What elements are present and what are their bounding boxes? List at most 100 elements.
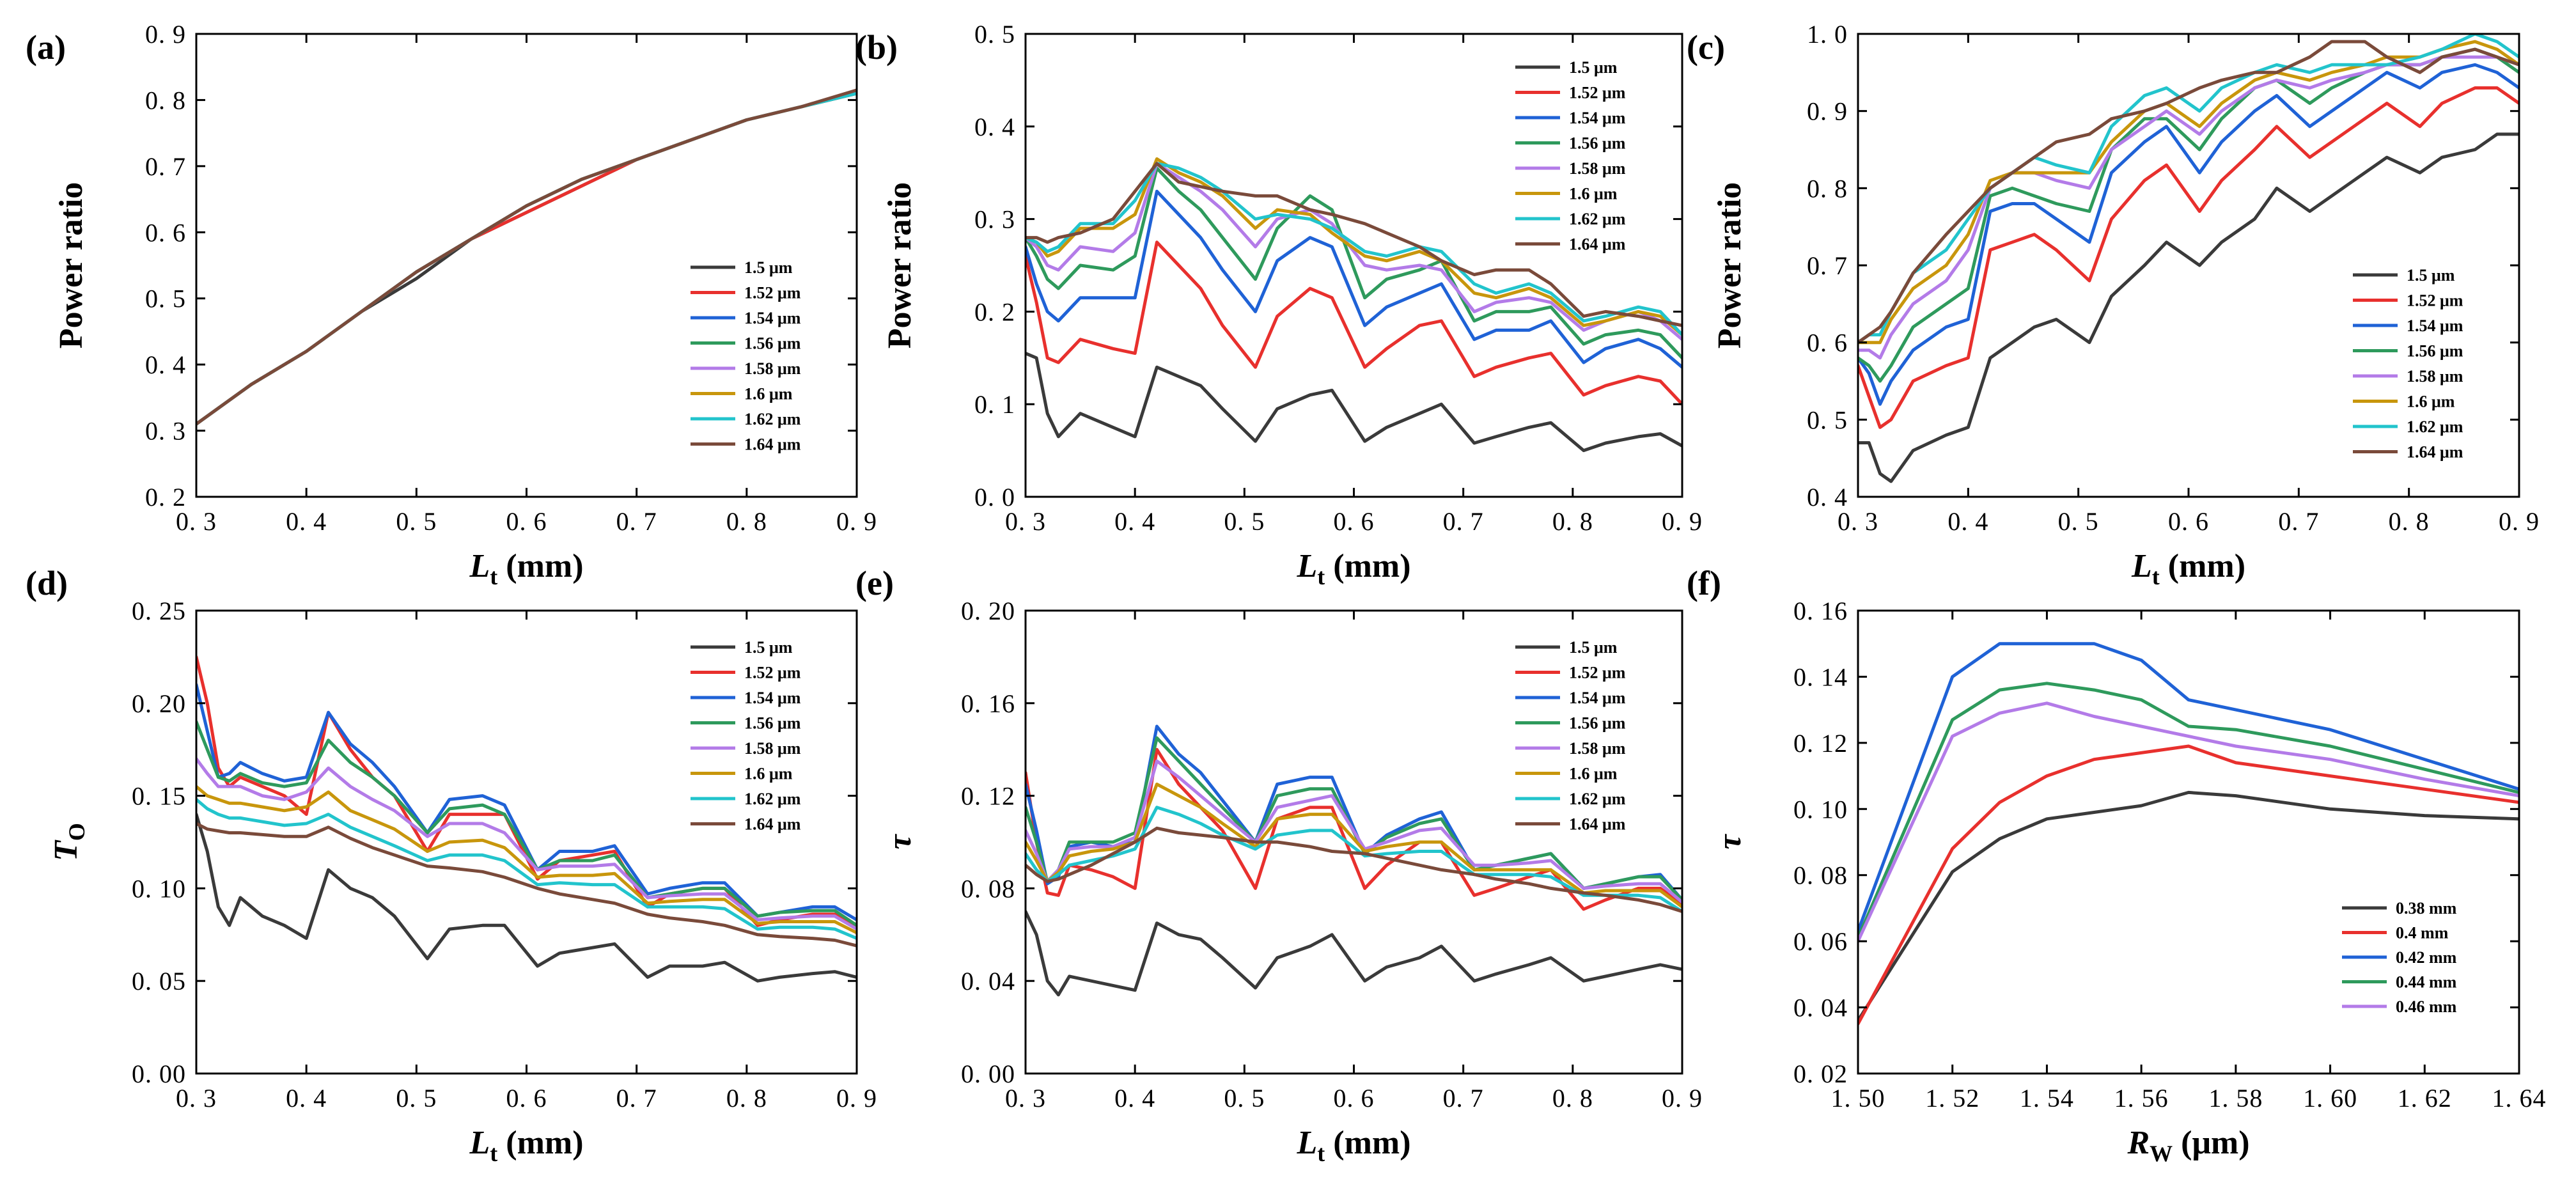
y-tick-label: 0. 0 [974,483,1015,512]
y-tick-label: 0. 02 [1793,1059,1848,1088]
x-axis-label-main: R [2127,1125,2150,1161]
series-line [1858,744,2519,1026]
series-line [1026,240,1682,406]
legend-label: 1.5 μm [2407,266,2455,285]
legend-label: 1.58 μm [1569,159,1626,178]
x-tick-label: 0. 4 [286,507,327,536]
legend-label: 1.52 μm [2407,292,2463,310]
legend: 1.5 μm 1.52 μm 1.54 μm 1.56 μm 1.58 μm 1.6 μm… [691,258,801,454]
series-group [196,88,857,426]
legend: 1.5 μm 1.52 μm 1.54 μm 1.56 μm 1.58 μm 1.6 μm… [1515,638,1626,834]
y-tick-label: 0. 4 [1807,483,1848,512]
y-tick-label: 0. 00 [961,1059,1015,1088]
x-tick-label: 0. 4 [1948,507,1988,536]
y-tick-label: 0. 20 [961,597,1015,625]
panel-c: (c)0. 3 0. 4 0. 5 0. 6 0. 7 0. 8 0. 90. 40. 50… [1687,20,2540,590]
y-axis-label-main: Power ratio [53,182,90,348]
x-tick-label: 0. 5 [1224,507,1265,536]
x-tick-label: 0. 9 [2499,507,2540,536]
panel-f: (f) 1. 50 1. 52 1. 54 1. 56 1. 58 1. 60 1. 62 1.… [1687,564,2547,1166]
y-axis-label-main: Power ratio [1712,182,1748,348]
legend-label: 1.64 μm [744,815,801,834]
x-tick-label: 1. 56 [2114,1084,2169,1113]
x-tick-label: 0. 6 [506,1084,547,1113]
series-group [1858,642,2519,1026]
x-axis-label-subscript: W [2150,1141,2173,1166]
y-axis-label: Power ratio [53,182,90,348]
x-axis-label: Lt (mm) [1296,1125,1410,1166]
legend-label: 0.38 mm [2396,899,2457,918]
legend-label: 1.52 μm [1569,84,1626,102]
series-line [1858,86,2519,429]
x-tick-label: 0. 7 [616,507,657,536]
legend-label: 1.6 μm [1569,765,1618,783]
legend-label: 1.54 μm [744,689,801,707]
y-axis-label: Power ratio [1712,182,1748,348]
legend-label: 1.56 μm [1569,134,1626,153]
panel-label: (e) [855,564,894,602]
y-tick-label: 0. 4 [145,350,186,379]
legend-label: 1.58 μm [744,359,801,378]
x-axis-label-unit: (mm) [497,1125,583,1161]
x-tick-label: 0. 6 [1334,507,1375,536]
y-tick-label: 0. 15 [132,782,186,811]
x-tick-label: 0. 8 [1552,507,1593,536]
x-tick-label: 0. 3 [176,1084,217,1113]
series-line [1858,63,2519,406]
x-tick-label: 0. 7 [2278,507,2319,536]
x-axis-label-unit: (mm) [1325,548,1410,584]
series-line [1026,826,1682,914]
legend-label: 1.56 μm [744,714,801,733]
legend-label: 1.58 μm [2407,367,2463,386]
series-line [196,88,857,426]
x-tick-label: 0. 8 [726,1084,767,1113]
y-tick-label: 0. 9 [1807,97,1848,126]
series-group [1026,724,1682,997]
plot-frame [1857,609,2520,1075]
series-line [1858,701,2519,943]
y-tick-label: 0. 25 [132,597,186,625]
x-tick-label: 1. 52 [1925,1084,1979,1113]
y-tick-label: 1. 0 [1807,20,1848,49]
panel-label: (a) [26,28,66,66]
x-axis-label-main: L [469,1125,490,1161]
x-tick-label: 0. 5 [2058,507,2099,536]
x-axis-label-subscript: t [1317,564,1325,590]
panel-b: (b) 0. 3 0. 4 0. 5 0. 6 0. 7 0. 8 0. 9 0. 0 0. 1 0… [855,20,1703,590]
y-tick-label: 0. 06 [1793,927,1848,956]
x-tick-label: 0. 4 [1114,1084,1155,1113]
x-axis-label-main: L [2131,548,2152,584]
y-tick-label: 0. 00 [132,1059,186,1088]
y-tick-label: 0. 7 [1807,251,1848,280]
legend-label: 1.64 μm [1569,235,1626,254]
panel-a: (a)0. 3 0. 4 0. 5 0. 6 0. 7 0. 8 0. 90. 20. 30… [26,20,877,590]
series-line [1026,352,1682,453]
x-tick-label: 0. 7 [616,1084,657,1113]
x-axis-label: Lt (mm) [469,548,583,590]
x-tick-label: 1. 64 [2492,1084,2547,1113]
legend: 1.5 μm 1.52 μm 1.54 μm 1.56 μm 1.58 μm 1.6 μm… [2353,266,2463,462]
legend-label: 1.6 μm [744,765,793,783]
x-axis-label: RW (μm) [2127,1125,2249,1166]
y-tick-label: 0. 10 [132,874,186,903]
y-tick-label: 0. 08 [961,874,1015,903]
legend-label: 1.56 μm [2407,342,2463,361]
x-axis-label-subscript: t [490,1141,497,1166]
legend-label: 1.64 μm [744,435,801,454]
panel-label: (b) [855,28,898,66]
x-axis-label-subscript: t [1317,1141,1325,1166]
x-tick-label: 0. 3 [1838,507,1878,536]
x-tick-label: 0. 9 [1662,507,1703,536]
x-tick-label: 0. 9 [1662,1084,1703,1113]
y-tick-label: 0. 7 [145,152,186,181]
legend-label: 1.5 μm [1569,638,1618,657]
y-tick-label: 0. 6 [1807,329,1848,357]
panel-label: (c) [1687,28,1725,66]
y-tick-label: 0. 12 [1793,729,1848,758]
x-tick-label: 0. 8 [1552,1084,1593,1113]
y-tick-label: 0. 16 [961,689,1015,718]
x-tick-label: 1. 54 [2020,1084,2074,1113]
series-line [196,797,857,941]
y-tick-label: 0. 4 [974,113,1015,141]
